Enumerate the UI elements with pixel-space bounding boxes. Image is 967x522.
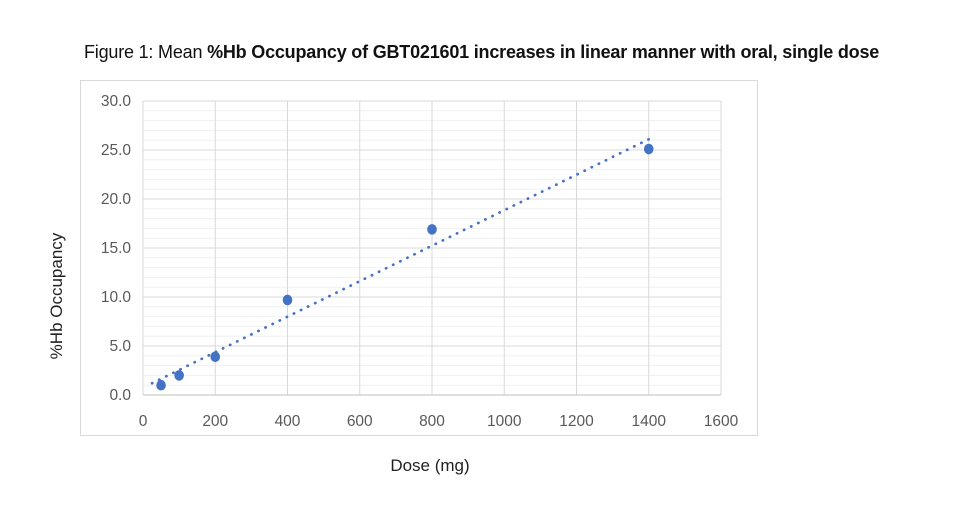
figure-title-emphasis: %Hb Occupancy of GBT021601 increases in … <box>207 42 880 62</box>
data-point <box>427 224 437 235</box>
y-tick-label: 25.0 <box>101 142 132 159</box>
x-tick-label: 600 <box>347 413 373 430</box>
x-tick-label: 0 <box>139 413 148 430</box>
x-tick-label: 1600 <box>704 413 739 430</box>
figure-title-prefix: Figure 1: Mean <box>84 42 208 62</box>
x-tick-label: 1400 <box>632 413 667 430</box>
x-axis-title: Dose (mg) <box>390 456 470 475</box>
data-point <box>156 379 166 391</box>
data-point <box>210 351 221 363</box>
data-point <box>282 294 293 306</box>
y-tick-label: 5.0 <box>109 338 131 355</box>
x-tick-label: 800 <box>419 413 445 430</box>
figure-title: Figure 1: Mean %Hb Occupancy of GBT02160… <box>84 41 879 63</box>
x-tick-label: 400 <box>275 413 301 430</box>
x-tick-label: 1200 <box>559 413 594 430</box>
x-tick-label: 1000 <box>487 413 522 430</box>
y-tick-label: 0.0 <box>109 387 131 404</box>
y-axis-title: %Hb Occupancy <box>47 232 66 360</box>
y-tick-label: 15.0 <box>101 240 132 257</box>
x-tick-label: 200 <box>202 413 228 430</box>
trendline-dotted <box>150 137 651 385</box>
data-point <box>643 143 654 155</box>
data-point <box>174 370 184 381</box>
y-tick-label: 20.0 <box>101 191 132 208</box>
y-tick-label: 10.0 <box>101 289 132 306</box>
y-tick-label: 30.0 <box>101 93 132 110</box>
